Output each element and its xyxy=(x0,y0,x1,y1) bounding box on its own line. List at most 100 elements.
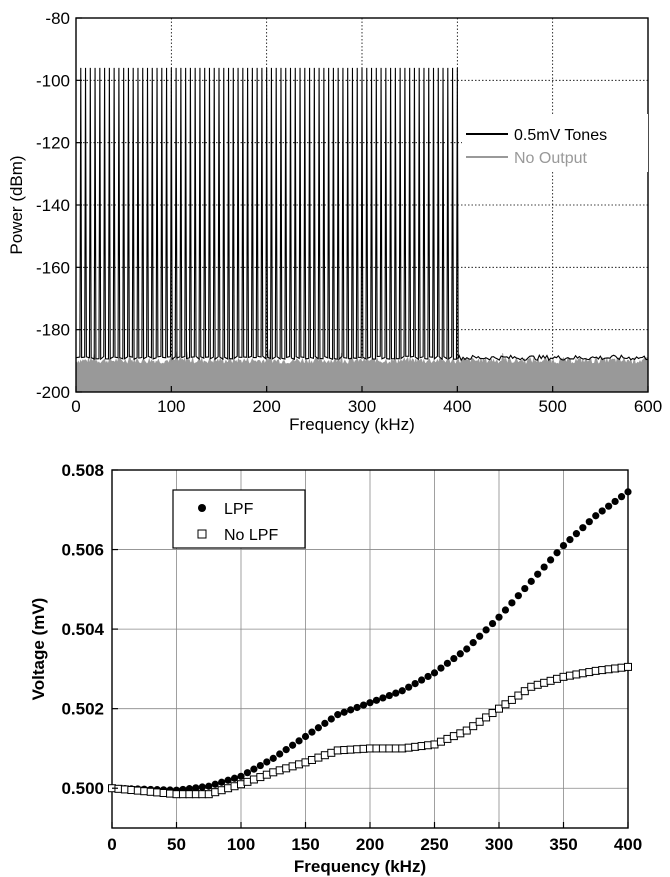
y-axis-label: Voltage (mV) xyxy=(29,598,48,701)
x-tick-label: 200 xyxy=(356,835,384,854)
x-tick-label: 100 xyxy=(157,397,185,416)
lpf-point xyxy=(482,626,490,634)
no-lpf-point xyxy=(475,717,484,726)
lpf-point xyxy=(495,613,503,621)
lpf-point xyxy=(579,524,587,532)
lpf-point xyxy=(437,664,445,672)
lpf-point xyxy=(430,669,439,677)
lpf-point xyxy=(385,691,393,700)
no-lpf-point xyxy=(462,726,471,735)
no-lpf-point xyxy=(501,700,510,709)
lpf-point xyxy=(418,676,426,684)
x-tick-label: 600 xyxy=(634,397,662,416)
no-lpf-point xyxy=(185,790,194,799)
x-tick-label: 50 xyxy=(167,835,186,854)
legend-marker-lpf xyxy=(198,504,206,512)
lpf-point xyxy=(411,680,419,688)
legend: 0.5mV Tones No Output xyxy=(462,114,648,172)
lpf-point xyxy=(269,754,277,762)
y-tick-label: 0.504 xyxy=(61,620,104,639)
no-lpf-point xyxy=(482,713,491,722)
lpf-point xyxy=(263,758,271,766)
y-tick-label: 0.502 xyxy=(61,700,104,719)
lpf-point xyxy=(301,732,310,741)
lpf-point xyxy=(540,563,548,571)
lpf-point xyxy=(243,769,252,777)
y-tick-label: 0.500 xyxy=(61,779,104,798)
x-tick-label: 300 xyxy=(348,397,376,416)
lpf-point xyxy=(572,530,581,538)
lpf-point xyxy=(379,694,387,702)
x-tick-label: 0 xyxy=(107,835,116,854)
lpf-point xyxy=(585,518,593,526)
lpf-point xyxy=(624,488,632,496)
lpf-point xyxy=(295,737,303,745)
lpf-point xyxy=(392,689,400,697)
lpf-point xyxy=(308,728,316,736)
lpf-point xyxy=(547,556,555,564)
lpf-point xyxy=(405,683,413,691)
x-tick-label: 150 xyxy=(291,835,319,854)
lpf-point xyxy=(534,570,542,578)
lpf-point xyxy=(276,750,284,758)
legend-label-lpf: LPF xyxy=(224,501,254,518)
lpf-point xyxy=(314,724,322,732)
no-lpf-point xyxy=(514,691,523,700)
lpf-point xyxy=(456,650,464,658)
lpf-point xyxy=(198,783,206,791)
no-lpf-point xyxy=(495,704,503,713)
no-lpf-point xyxy=(507,695,516,704)
lpf-point xyxy=(366,699,374,707)
no-lpf-point xyxy=(217,786,226,795)
legend-label-no-output: No Output xyxy=(514,150,587,167)
y-tick-label: -120 xyxy=(36,134,70,153)
lpf-point xyxy=(592,512,600,520)
y-tick-label: -160 xyxy=(36,258,70,277)
lpf-point xyxy=(424,672,432,681)
lpf-point xyxy=(514,592,522,600)
legend-box xyxy=(462,114,648,172)
x-tick-label: 250 xyxy=(420,835,448,854)
no-lpf-point xyxy=(153,788,162,797)
legend-label-tones: 0.5mV Tones xyxy=(514,127,607,144)
x-tick-label: 400 xyxy=(614,835,642,854)
y-tick-label: 0.506 xyxy=(61,541,104,560)
x-tick-label: 300 xyxy=(485,835,513,854)
lpf-point xyxy=(218,778,226,786)
lpf-point xyxy=(521,584,529,593)
series-tones-line xyxy=(75,67,649,362)
power-spectrum-chart: 0 100 200 300 400 500 600 -80 -100 -120 -140 -160 -1… xyxy=(7,9,662,434)
lpf-point xyxy=(598,507,606,515)
no-lpf-point xyxy=(624,662,632,671)
no-lpf-point xyxy=(469,722,478,731)
y-tick-label: -200 xyxy=(36,383,70,402)
lpf-point xyxy=(398,687,406,695)
x-axis-label: Frequency (kHz) xyxy=(289,415,415,434)
lpf-point xyxy=(501,606,510,614)
legend-label-no-lpf: No LPF xyxy=(224,527,278,544)
no-lpf-point xyxy=(520,687,529,696)
lpf-point xyxy=(256,761,264,770)
lpf-point xyxy=(211,780,219,788)
lpf-point xyxy=(463,645,471,653)
series-no-output-area xyxy=(75,349,649,393)
x-tick-label: 400 xyxy=(443,397,471,416)
lpf-point xyxy=(476,632,484,640)
lpf-point xyxy=(469,639,477,647)
lpf-point xyxy=(611,497,619,506)
lpf-point xyxy=(566,536,574,544)
lpf-point xyxy=(321,719,329,727)
lpf-point xyxy=(327,715,335,723)
y-tick-label: 0.508 xyxy=(61,461,104,480)
lpf-point xyxy=(605,502,613,510)
lpf-point xyxy=(443,659,451,667)
voltage-vs-frequency-chart: 0 50 100 150 200 250 300 350 400 0.500 0.502 0.504 0… xyxy=(29,461,642,876)
lpf-point xyxy=(508,599,516,607)
lpf-point xyxy=(224,776,232,784)
no-lpf-point xyxy=(120,785,129,794)
lpf-point xyxy=(334,711,342,719)
x-tick-label: 0 xyxy=(71,397,80,416)
x-tick-label: 500 xyxy=(538,397,566,416)
lpf-point xyxy=(353,703,361,712)
